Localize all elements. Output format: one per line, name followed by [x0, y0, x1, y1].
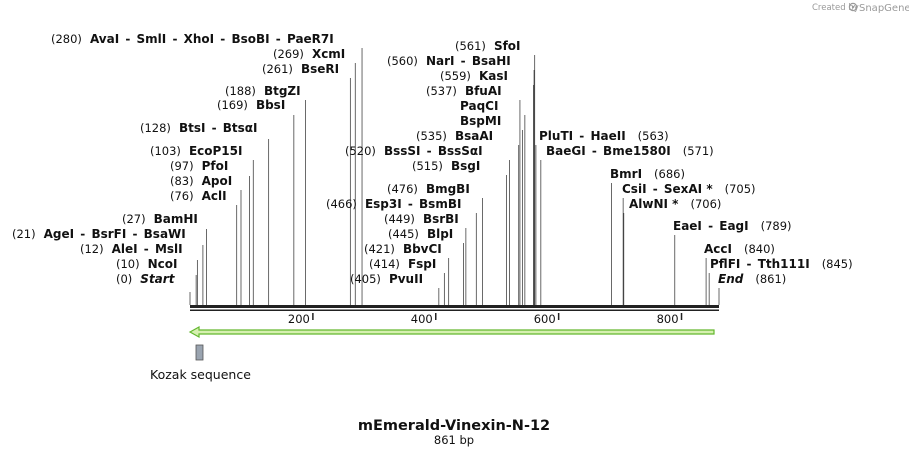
site-label[interactable]: (27) BamHI [122, 212, 198, 226]
axis-tick-label: 200 [288, 312, 310, 326]
brand-text: SnapGene [859, 3, 909, 14]
site-label[interactable]: (561) SfoI [455, 39, 521, 53]
site-label[interactable]: (449) BsrBI [384, 212, 459, 226]
feature-arrow[interactable] [188, 325, 715, 339]
site-label[interactable]: (261) BseRI [262, 62, 339, 76]
site-label[interactable]: (188) BtgZI [225, 84, 301, 98]
site-label[interactable]: (405) PvuII [350, 272, 423, 286]
site-label[interactable]: (445) BlpI [388, 227, 453, 241]
axis-tick-label: 400 [411, 312, 433, 326]
credit-text: Created by [812, 3, 859, 13]
site-label[interactable]: (128) BtsI - BtsαI [140, 121, 258, 135]
site-label[interactable]: AccI (840) [704, 242, 775, 256]
site-label[interactable]: (535) BsaAI [416, 129, 493, 143]
site-label[interactable]: BaeGI - Bme1580I (571) [546, 144, 714, 158]
site-label[interactable]: (466) Esp3I - BsmBI [326, 197, 461, 211]
site-label[interactable]: (269) XcmI [273, 47, 345, 61]
site-label[interactable]: (21) AgeI - BsrFI - BsaWI [12, 227, 186, 241]
site-label[interactable]: End (861) [718, 272, 786, 286]
site-label[interactable]: (520) BssSI - BssSαI [345, 144, 483, 158]
site-label[interactable]: (515) BsgI [412, 159, 480, 173]
snapgene-logo-icon [848, 2, 858, 12]
sequence-backbone [190, 305, 719, 311]
site-label[interactable]: (169) BbsI [217, 98, 285, 112]
site-label[interactable]: (12) AleI - MslI [80, 242, 183, 256]
site-lines [189, 48, 720, 305]
site-labels: (0) Start(10) NcoI(12) AleI - MslI(21) AgeI … [12, 32, 853, 286]
map-title: mEmerald-Vinexin-N-12 [358, 418, 550, 434]
site-label[interactable]: (0) Start [116, 272, 176, 286]
site-label[interactable]: BspMI [460, 114, 501, 128]
bp-axis: 200 400 600 800 [288, 312, 683, 326]
site-label[interactable]: BmrI (686) [610, 167, 685, 181]
site-label[interactable]: (560) NarI - BsaHI [387, 54, 511, 68]
site-label[interactable]: (280) AvaI - SmlI - XhoI - BsoBI - PaeR7I [51, 32, 334, 46]
site-label[interactable]: PflFI - Tth111I (845) [710, 257, 853, 271]
site-label[interactable]: (476) BmgBI [387, 182, 470, 196]
site-label[interactable]: (537) BfuAI [426, 84, 502, 98]
site-label[interactable]: (103) EcoP15I [150, 144, 242, 158]
site-label[interactable]: (10) NcoI [116, 257, 177, 271]
kozak-feature-box[interactable] [195, 344, 204, 361]
site-label[interactable]: (421) BbvCI [364, 242, 442, 256]
site-label[interactable]: (83) ApoI [170, 174, 232, 188]
site-label[interactable]: PluTI - HaeII (563) [539, 129, 669, 143]
site-label[interactable]: (76) AclI [170, 189, 227, 203]
kozak-label: Kozak sequence [150, 367, 251, 382]
map-length: 861 bp [434, 433, 474, 447]
site-label[interactable]: AlwNI * (706) [629, 197, 721, 211]
site-label[interactable]: EaeI - EagI (789) [673, 219, 792, 233]
site-label[interactable]: (559) KasI [440, 69, 508, 83]
site-label[interactable]: (414) FspI [369, 257, 436, 271]
site-label[interactable]: PaqCI [460, 99, 498, 113]
axis-tick-label: 600 [534, 312, 556, 326]
site-label[interactable]: CsiI - SexAI * (705) [622, 182, 756, 196]
site-label[interactable]: (97) PfoI [170, 159, 228, 173]
axis-tick-label: 800 [657, 312, 679, 326]
